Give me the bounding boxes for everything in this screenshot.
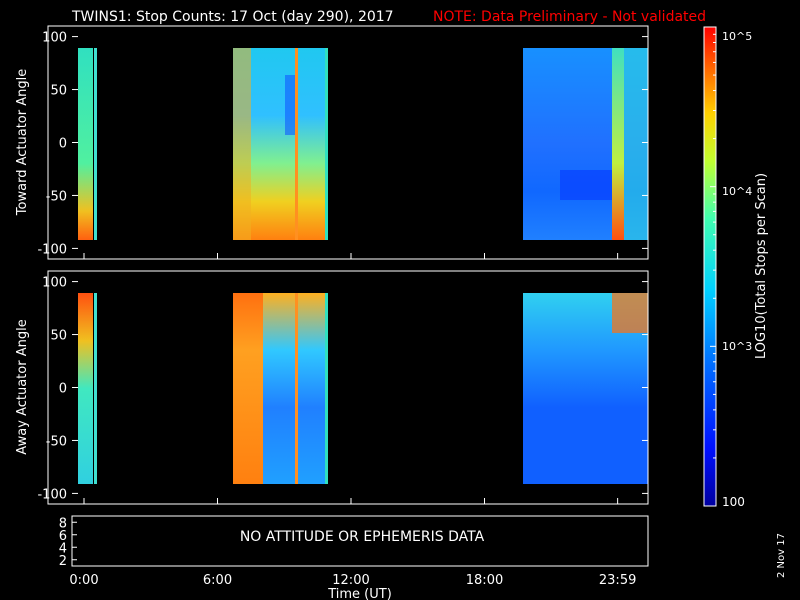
y-tick-label: 0	[59, 382, 67, 397]
chart-title: TWINS1: Stop Counts: 17 Oct (day 290), 2…	[71, 9, 394, 25]
top-segment-evening-tail	[624, 48, 648, 240]
y-tick-label: -100	[37, 242, 67, 257]
bottom-y-tick-label: 8	[59, 516, 67, 531]
middle-segment-morning-end	[325, 293, 328, 484]
y-tick-label: 100	[42, 276, 67, 291]
y-tick-label: 50	[50, 84, 67, 99]
top-segment-morning-end	[325, 48, 328, 240]
top-segment-evening-late	[612, 48, 624, 240]
preliminary-note: NOTE: Data Preliminary - Not validated	[433, 9, 706, 25]
top-segment-early-strip	[94, 48, 97, 240]
y-tick-label: 50	[50, 329, 67, 344]
bottom-panel-frame	[71, 515, 649, 567]
top-heatmap-data	[78, 48, 648, 240]
bottom-y-tick-label: 4	[59, 541, 67, 556]
colorbar-tick-lower-label: 10^3	[722, 340, 752, 353]
middle-segment-morning-line	[295, 293, 298, 484]
y-tick-label: -100	[37, 487, 67, 502]
y-tick-label: -50	[46, 434, 67, 449]
middle-segment-evening-late	[612, 293, 648, 333]
colorbar-tick-upper-label: 10^4	[722, 185, 752, 198]
colorbar-tick-upper: 10^4	[722, 185, 752, 198]
x-tick-label: 0:00	[69, 573, 98, 588]
y-tick-label: -50	[46, 189, 67, 204]
middle-heatmap-data	[78, 293, 648, 484]
top-heatmap-panel: 100 50 0 -50 -100 Toward Actuator Angle	[15, 25, 649, 260]
footer-date: 2 Nov 17	[776, 533, 787, 578]
x-axis-label: Time (UT)	[327, 587, 392, 600]
middle-ylabel: Away Actuator Angle	[15, 319, 30, 454]
y-tick-label: 0	[59, 137, 67, 152]
colorbar: 10^5 10^4 10^3 100 LOG10(Total Stops per…	[703, 26, 769, 509]
bottom-y-tick-label: 6	[59, 529, 67, 544]
middle-y-ticks: 100 50 0 -50 -100	[37, 276, 648, 502]
x-tick-label: 12:00	[332, 573, 369, 588]
colorbar-tick-top: 10^5	[722, 30, 752, 43]
no-data-message: NO ATTITUDE OR EPHEMERIS DATA	[240, 529, 485, 545]
top-segment-morning-edge	[233, 48, 251, 240]
top-ylabel: Toward Actuator Angle	[15, 69, 30, 216]
middle-heatmap-panel: 100 50 0 -50 -100 Away Actuator Angle	[15, 270, 649, 505]
top-y-ticks: 100 50 0 -50 -100	[37, 31, 648, 257]
x-tick-label: 23:59	[599, 573, 636, 588]
middle-segment-early	[78, 293, 93, 484]
colorbar-tick-bottom: 100	[722, 495, 745, 509]
x-tick-label: 6:00	[203, 573, 232, 588]
y-tick-label: 100	[42, 31, 67, 46]
bottom-y-tick-label: 2	[59, 554, 67, 569]
colorbar-gradient	[703, 26, 717, 507]
middle-segment-early-strip	[94, 293, 97, 484]
top-segment-early	[78, 48, 93, 240]
colorbar-ticks	[710, 26, 716, 507]
top-segment-morning-line	[295, 48, 298, 240]
top-segment-morning-dip	[285, 75, 297, 135]
colorbar-label: LOG10(Total Stops per Scan)	[754, 173, 769, 359]
colorbar-tick-top-label: 10^5	[722, 30, 752, 43]
x-tick-label: 18:00	[466, 573, 503, 588]
middle-segment-morning-edge	[233, 293, 263, 484]
colorbar-tick-lower: 10^3	[722, 340, 752, 353]
x-ticks: 0:00 6:00 12:00 18:00 23:59	[69, 253, 636, 588]
top-segment-evening-dip	[560, 170, 615, 200]
